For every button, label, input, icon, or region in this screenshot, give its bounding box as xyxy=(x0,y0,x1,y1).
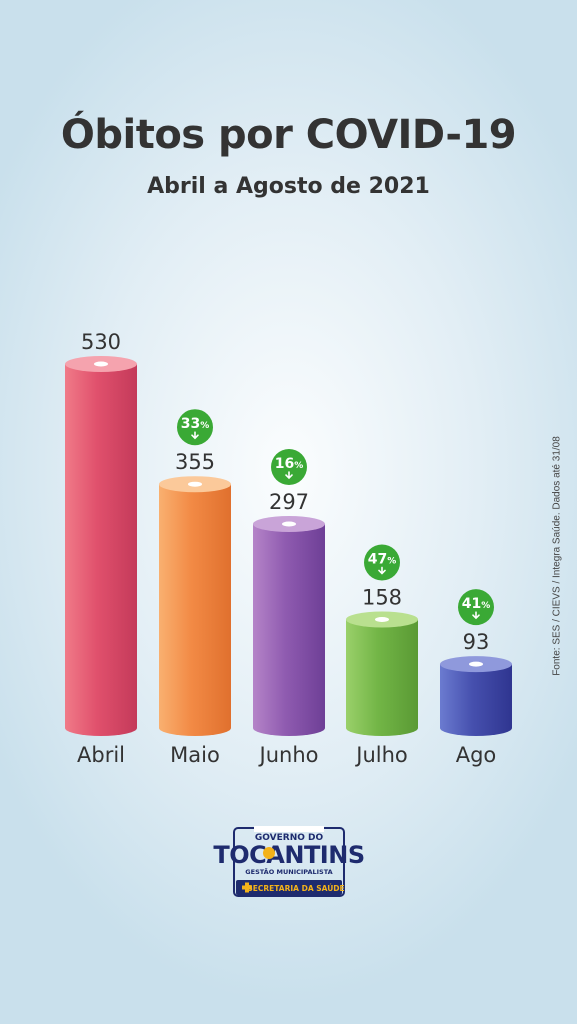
bar-body xyxy=(346,619,418,736)
logo-line1: GOVERNO DO xyxy=(255,833,324,843)
bar-body xyxy=(253,524,325,736)
logo-line2: TOCANTINS xyxy=(213,841,364,869)
change-badge: 41% xyxy=(458,589,494,626)
change-percent: 33% xyxy=(181,416,210,432)
logo-banner xyxy=(236,880,342,895)
bar-top-highlight xyxy=(282,521,296,527)
value-label: 297 xyxy=(269,490,309,514)
arrow-down-icon xyxy=(191,431,199,440)
category-label: Maio xyxy=(170,743,220,767)
chart-title: Óbitos por COVID-19 xyxy=(60,112,517,158)
bar-body xyxy=(159,484,231,736)
category-label: Abril xyxy=(77,743,125,767)
bar-body xyxy=(65,364,137,736)
value-label: 355 xyxy=(175,450,215,474)
logo-frame-gap xyxy=(254,826,324,832)
logo-line4: SECRETARIA DA SAÚDE xyxy=(247,884,344,893)
change-badge: 16% xyxy=(271,449,307,486)
arrow-down-icon xyxy=(285,471,293,480)
category-label: Julho xyxy=(354,743,408,767)
category-label: Junho xyxy=(258,743,319,767)
source-note: Fonte: SES / CIEVS / Integra Saúde. Dado… xyxy=(551,436,563,676)
change-percent: 41% xyxy=(462,596,491,612)
logo-line3: GESTÃO MUNICIPALISTA xyxy=(245,867,332,876)
health-cross-icon xyxy=(242,882,252,893)
bar-maio: 355 Maio 33% xyxy=(159,409,231,767)
change-percent: 16% xyxy=(275,456,304,472)
bar-top-highlight xyxy=(375,616,389,622)
arrow-down-icon xyxy=(472,611,480,620)
bar-julho: 158 Julho 47% xyxy=(346,544,418,767)
change-badge: 47% xyxy=(364,544,400,581)
bar-top-highlight xyxy=(188,481,202,487)
bar-top-highlight xyxy=(469,661,483,667)
value-label: 530 xyxy=(81,330,121,354)
change-percent: 47% xyxy=(368,551,397,567)
category-label: Ago xyxy=(456,743,497,767)
chart-subtitle: Abril a Agosto de 2021 xyxy=(147,174,430,199)
value-label: 158 xyxy=(362,585,402,609)
change-badge: 33% xyxy=(177,409,213,446)
bar-ago: 93 Ago 41% xyxy=(440,589,512,767)
tocantins-logo: GOVERNO DO TOCANTINS GESTÃO MUNICIPALIST… xyxy=(213,826,365,897)
bar-body xyxy=(440,664,512,736)
value-label: 93 xyxy=(463,630,490,654)
bar-abril: 530 Abril xyxy=(65,330,137,767)
bar-top-highlight xyxy=(94,361,108,367)
arrow-down-icon xyxy=(378,566,386,575)
bar-junho: 297 Junho 16% xyxy=(253,449,325,767)
sun-icon xyxy=(263,847,275,859)
bar-chart: 530 Abril 355 Maio 33% 297 Junho 16% 158 Julho 47%… xyxy=(65,330,512,767)
